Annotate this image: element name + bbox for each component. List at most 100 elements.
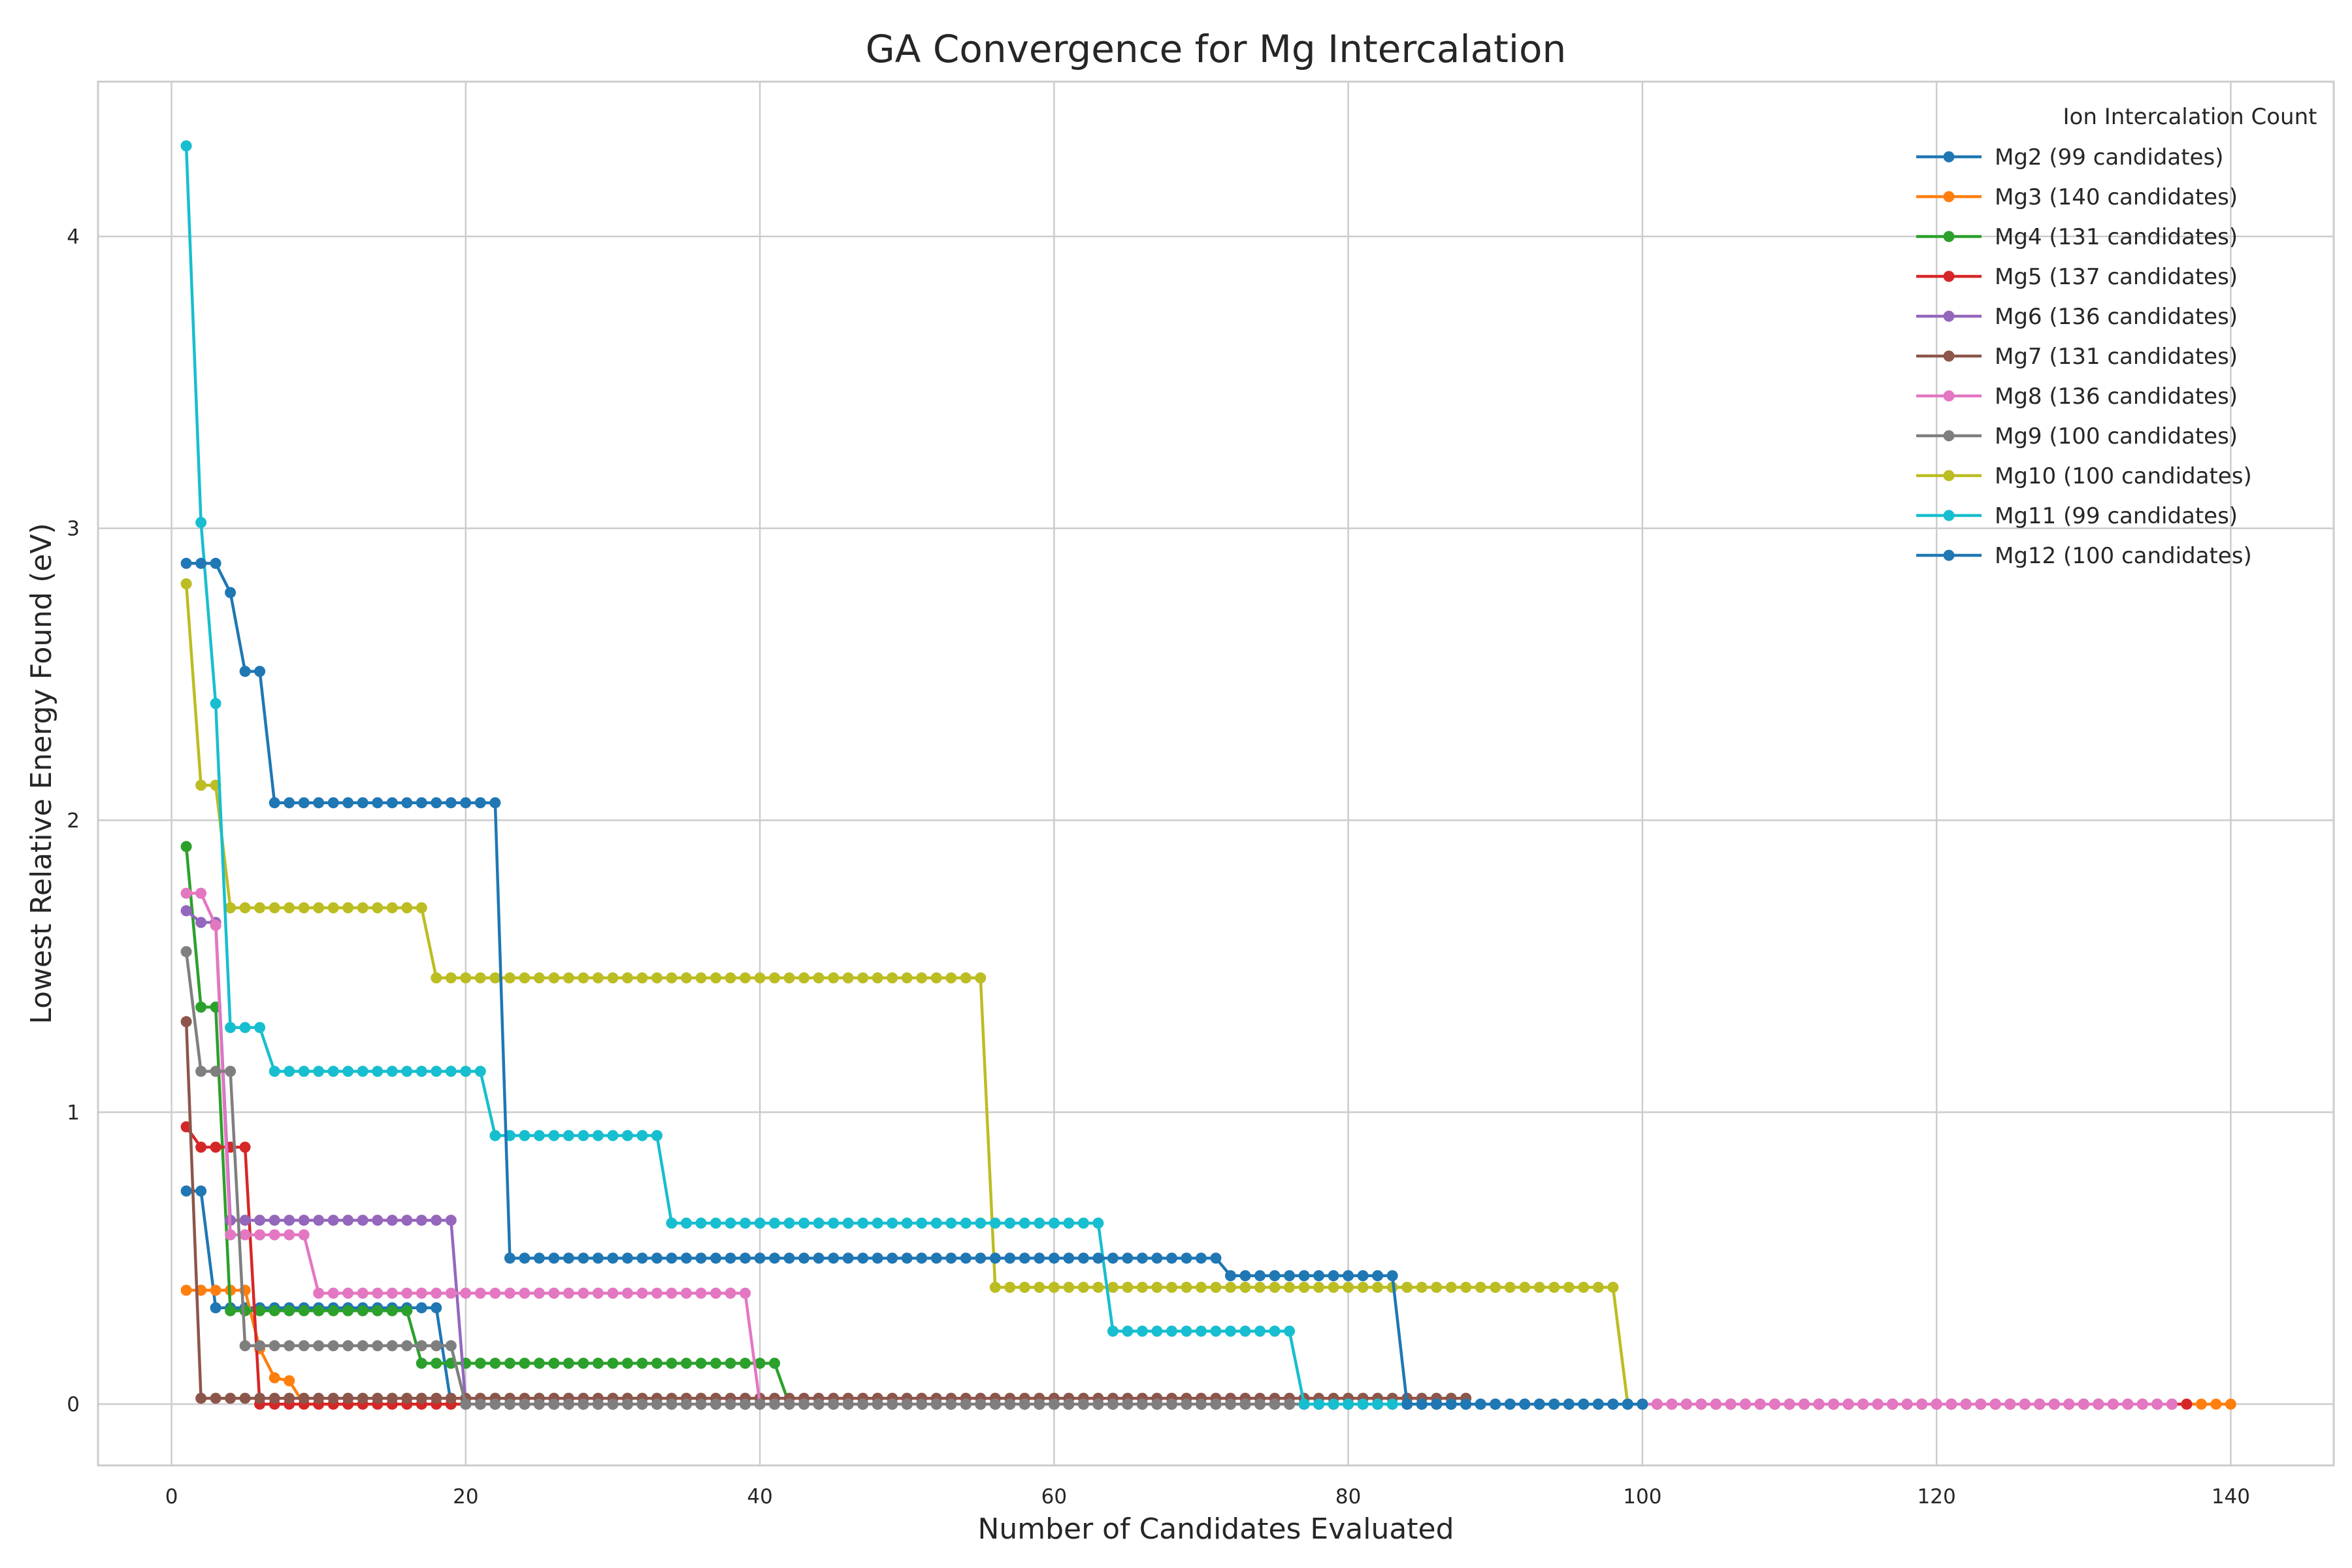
data-point [1343,1281,1354,1293]
data-point [460,972,472,984]
data-point [1313,1270,1325,1282]
x-tick-label: 140 [2212,1485,2250,1509]
data-point [372,1340,384,1352]
data-point [298,1215,310,1226]
data-point [180,905,192,917]
data-point [1196,1398,1207,1410]
data-point [1225,1281,1236,1293]
data-point [710,1217,722,1229]
data-point [813,972,825,984]
data-point [1048,1398,1060,1410]
series-line [186,562,1642,1406]
data-point [342,1215,354,1226]
legend-label: Mg4 (131 candidates) [1995,224,2238,250]
data-point [2151,1398,2163,1410]
data-point [548,1252,560,1264]
data-point [519,1398,531,1410]
data-point [327,797,339,809]
data-point [1284,1326,1296,1337]
data-point [636,1398,648,1410]
data-point [1563,1398,1575,1410]
chart-title: GA Convergence for Mg Intercalation [866,27,1566,71]
data-point [769,1398,781,1410]
data-point [1063,1398,1075,1410]
data-point [313,1066,325,1077]
data-point [342,1305,354,1316]
data-point [1269,1326,1281,1337]
data-point [1019,1217,1030,1229]
data-point [798,1252,810,1264]
data-point [180,1284,192,1296]
data-point [1607,1398,1619,1410]
data-point [1916,1398,1928,1410]
data-point [725,1287,736,1299]
data-point [519,1358,531,1369]
data-point [783,1217,795,1229]
data-point [1034,1281,1045,1293]
series-6 [180,1016,1472,1404]
data-point [533,1398,545,1410]
data-point [1136,1398,1148,1410]
data-point [945,1398,957,1410]
data-point [1357,1398,1369,1410]
data-point [1313,1281,1325,1293]
data-point [357,1392,368,1404]
data-point [1533,1398,1545,1410]
data-point [1901,1398,1913,1410]
data-point [1004,1217,1016,1229]
data-point [769,1358,781,1369]
data-point [298,1392,310,1404]
data-point [195,887,207,899]
data-point [607,1252,619,1264]
data-point [813,1252,825,1264]
tick-labels: 0 20 40 60 80 100 120 140 0 1 2 3 4 [67,225,2250,1509]
data-point [225,587,237,598]
data-point [401,1392,413,1404]
data-point [651,1358,662,1369]
data-point [1460,1281,1472,1293]
data-point [681,1398,692,1410]
data-point [519,1130,531,1141]
data-point [445,1287,457,1299]
data-point [1357,1270,1369,1282]
data-point [1710,1398,1722,1410]
data-point [1680,1398,1692,1410]
legend-swatch-marker [1943,430,1955,442]
data-point [2122,1398,2134,1410]
x-tick-label: 100 [1623,1485,1661,1509]
data-point [1416,1398,1428,1410]
data-point [445,1215,457,1226]
data-point [798,1398,810,1410]
data-point [2034,1398,2046,1410]
data-point [1092,1217,1104,1229]
data-point [1548,1281,1560,1293]
data-point [460,1066,472,1077]
data-point [284,1375,295,1386]
data-point [1004,1252,1016,1264]
data-point [533,1358,545,1369]
data-point [1019,1281,1030,1293]
data-point [239,666,251,678]
legend-title: Ion Intercalation Count [2063,104,2317,130]
data-point [239,1340,251,1352]
data-point [239,902,251,913]
y-tick-label: 3 [67,517,80,541]
data-point [254,1229,266,1241]
data-point [269,902,280,913]
data-point [872,972,883,984]
data-point [284,1305,295,1316]
data-point [989,1281,1001,1293]
data-point [1989,1398,2001,1410]
data-point [327,902,339,913]
data-point [1769,1398,1780,1410]
data-point [1931,1398,1942,1410]
legend-label: Mg2 (99 candidates) [1995,144,2223,171]
data-point [1328,1398,1339,1410]
data-point [769,972,781,984]
data-point [372,1392,384,1404]
data-point [431,1358,442,1369]
data-point [180,1185,192,1197]
data-point [313,902,325,913]
data-point [489,1130,501,1141]
data-point [269,1066,280,1077]
